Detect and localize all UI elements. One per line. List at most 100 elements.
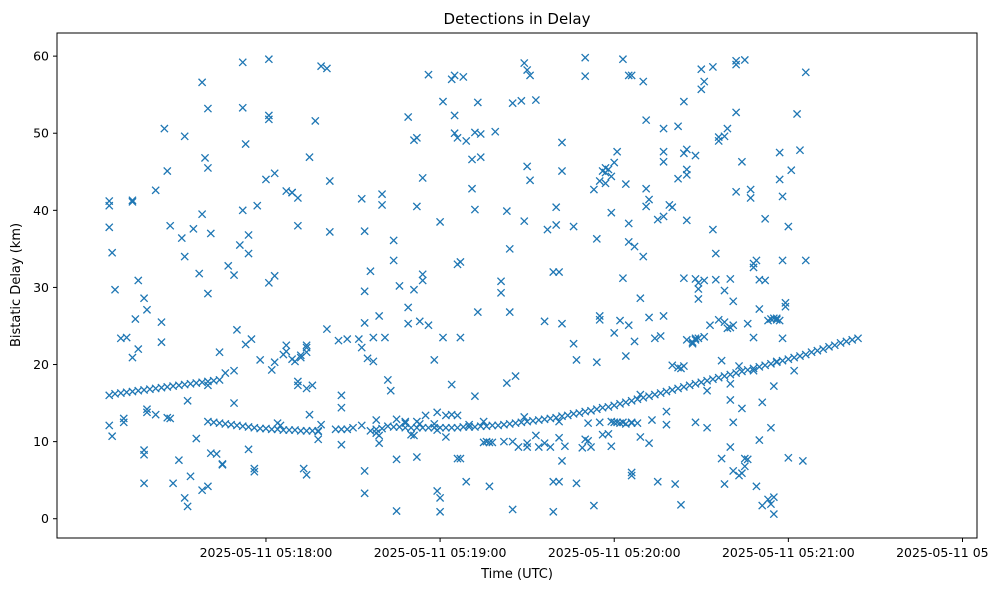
y-tick-label: 20 [33, 357, 49, 372]
data-point [479, 417, 488, 426]
data-point [700, 77, 709, 86]
y-tick-label: 50 [33, 126, 49, 141]
data-point [502, 378, 511, 388]
data-point [589, 501, 598, 510]
data-point [337, 391, 346, 400]
data-point [470, 392, 479, 401]
data-point [798, 456, 807, 465]
x-tick-label: 2025-05-11 05:20:00 [548, 545, 681, 560]
data-point [639, 77, 648, 86]
data-point [592, 358, 601, 367]
data-point [203, 163, 212, 172]
data-point [415, 419, 424, 428]
data-point [618, 274, 627, 283]
data-point [465, 422, 474, 432]
data-point [624, 71, 633, 80]
data-point [714, 373, 723, 382]
data-point [436, 507, 445, 516]
data-point [737, 469, 746, 478]
data-point [418, 173, 427, 183]
data-point [569, 339, 578, 348]
data-point [662, 420, 671, 429]
data-point [610, 328, 619, 337]
data-point [485, 438, 494, 447]
data-point [142, 405, 152, 414]
data-point [679, 274, 688, 283]
data-point [163, 166, 172, 176]
data-point [633, 395, 642, 404]
data-point [714, 136, 723, 145]
data-point [633, 419, 642, 428]
data-point [488, 438, 497, 447]
data-point [140, 479, 149, 488]
data-point [624, 219, 633, 228]
data-point [662, 407, 671, 416]
data-point [206, 229, 215, 238]
data-point [795, 351, 805, 361]
data-point [134, 345, 143, 354]
data-point [377, 190, 387, 199]
data-point [682, 170, 691, 179]
data-point [302, 348, 311, 357]
data-point [424, 70, 433, 79]
data-point [462, 477, 471, 486]
data-point [729, 418, 738, 427]
data-point [244, 445, 253, 454]
data-point [488, 421, 497, 430]
data-point [186, 472, 195, 481]
data-point [337, 440, 346, 449]
data-point [726, 395, 735, 405]
data-point [790, 353, 799, 362]
data-point [357, 194, 366, 203]
data-point [418, 276, 427, 285]
data-point [198, 486, 207, 495]
data-point [766, 359, 776, 368]
data-point [447, 75, 456, 84]
data-point [459, 422, 468, 432]
data-point [679, 382, 688, 391]
data-point [697, 378, 706, 387]
data-point [589, 185, 598, 194]
data-point [726, 379, 735, 388]
data-point [424, 321, 433, 330]
data-point [282, 341, 291, 350]
data-point [569, 222, 578, 231]
data-point [430, 419, 439, 428]
data-point [636, 432, 645, 442]
data-point [694, 334, 703, 343]
data-point [534, 442, 543, 452]
data-point [555, 417, 564, 426]
data-point [337, 403, 346, 412]
data-point [543, 225, 552, 234]
data-point [639, 252, 648, 261]
data-point [479, 438, 488, 447]
data-point [607, 442, 616, 451]
data-point [250, 467, 259, 476]
data-point [621, 398, 630, 407]
data-point [729, 297, 738, 306]
data-point [592, 234, 601, 243]
data-point [691, 418, 700, 427]
data-point [203, 381, 212, 390]
data-point [128, 197, 137, 206]
data-point [766, 500, 776, 509]
data-point [749, 333, 758, 342]
data-point [708, 225, 717, 234]
data-point [778, 256, 787, 265]
data-point [131, 314, 140, 324]
data-point [746, 185, 755, 194]
data-point [238, 206, 247, 215]
data-point [163, 413, 172, 422]
data-point [726, 442, 735, 452]
data-point [241, 139, 250, 149]
data-point [627, 468, 636, 477]
data-point [436, 217, 445, 226]
data-point [192, 434, 201, 443]
data-point [552, 413, 561, 422]
data-point [720, 479, 729, 489]
data-point [485, 482, 494, 491]
data-point [183, 502, 192, 511]
data-point [433, 486, 442, 496]
y-tick-label: 10 [33, 434, 49, 449]
data-point [769, 382, 778, 391]
